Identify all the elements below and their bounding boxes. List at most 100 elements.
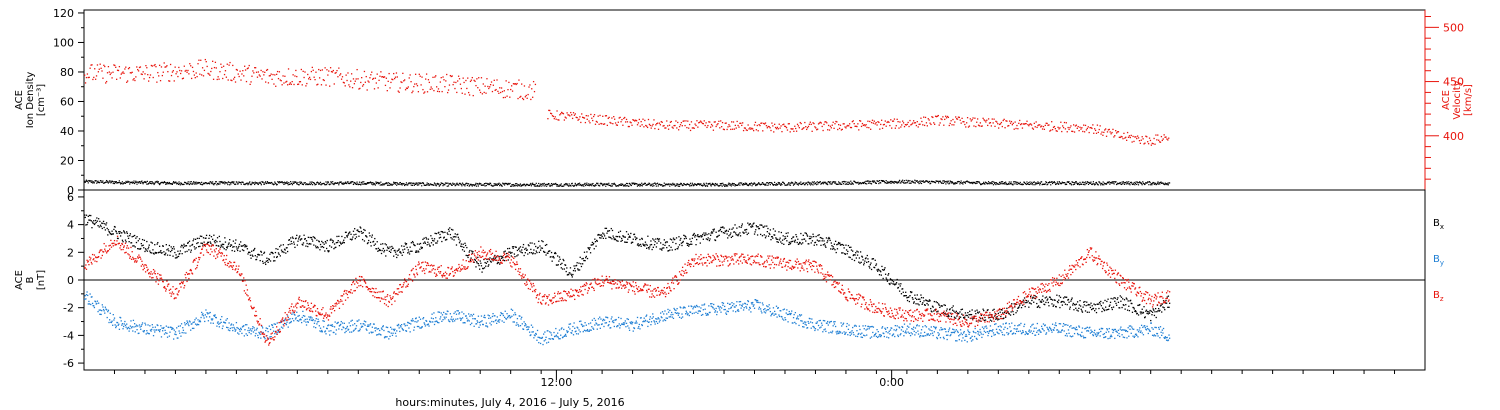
density-point: [330, 181, 332, 183]
density-point: [414, 183, 416, 185]
bx-point: [1151, 311, 1154, 313]
density-point: [200, 183, 202, 186]
density-point: [721, 185, 723, 187]
bx-point: [458, 238, 460, 240]
bx-point: [712, 228, 714, 231]
velocity-point: [978, 125, 981, 127]
density-point: [230, 181, 233, 183]
velocity-point: [425, 73, 428, 75]
velocity-point: [850, 126, 853, 129]
density-point: [193, 183, 195, 185]
density-point: [1041, 184, 1043, 186]
density-point: [393, 181, 395, 183]
velocity-point: [870, 128, 872, 130]
density-point: [116, 182, 119, 184]
density-point: [299, 181, 301, 183]
bx-point: [452, 236, 455, 238]
bx-point: [1117, 301, 1120, 303]
density-point: [453, 183, 456, 185]
density-point: [319, 181, 322, 183]
density-tick-label: 20: [60, 154, 74, 167]
bx-point: [706, 233, 708, 236]
bx-point: [87, 215, 89, 217]
density-point: [323, 182, 325, 185]
velocity-point: [184, 70, 186, 72]
velocity-point: [1074, 125, 1077, 127]
density-point: [990, 183, 992, 185]
bx-point: [1149, 309, 1151, 312]
bx-point: [646, 244, 648, 246]
bx-point: [1071, 297, 1073, 299]
density-point: [1136, 183, 1138, 186]
bx-point: [365, 235, 367, 237]
bx-point: [149, 250, 151, 252]
density-point: [1019, 181, 1021, 184]
bx-point: [887, 274, 889, 276]
density-point: [945, 181, 948, 183]
density-point: [156, 180, 158, 182]
bx-point: [691, 237, 694, 239]
velocity-point: [213, 66, 216, 69]
bx-point: [1086, 311, 1089, 313]
bx-point: [124, 239, 127, 241]
velocity-point: [603, 123, 605, 125]
bx-point: [709, 238, 711, 240]
density-point: [572, 185, 575, 187]
density-point: [767, 184, 769, 186]
bx-point: [711, 232, 714, 234]
by-point: [149, 325, 151, 327]
velocity-point: [810, 123, 812, 126]
density-point: [1017, 181, 1019, 184]
density-point: [1153, 182, 1155, 184]
density-point: [455, 183, 458, 185]
bx-point: [527, 244, 530, 246]
density-point: [812, 184, 814, 186]
density-point: [834, 182, 836, 184]
bx-point: [823, 240, 825, 242]
bx-point: [354, 237, 356, 240]
bx-point: [104, 223, 106, 225]
density-point: [707, 182, 709, 185]
bx-point: [224, 237, 226, 239]
density-point: [676, 183, 678, 185]
bx-point: [332, 241, 334, 244]
density-point: [463, 184, 465, 186]
density-point: [653, 185, 655, 187]
density-point: [583, 183, 586, 185]
density-point: [976, 180, 979, 183]
bx-point: [741, 223, 743, 225]
bx-point: [386, 249, 388, 251]
density-point: [972, 182, 974, 185]
density-point: [819, 181, 821, 183]
bx-point: [655, 238, 657, 240]
bx-point: [740, 226, 742, 229]
bx-point: [518, 247, 520, 249]
velocity-tick-label: 500: [1443, 21, 1464, 34]
velocity-point: [159, 80, 162, 82]
density-point: [925, 180, 927, 182]
velocity-point: [704, 124, 706, 127]
density-point: [329, 184, 331, 186]
bx-point: [419, 248, 421, 250]
velocity-point: [296, 75, 298, 78]
bx-point: [956, 312, 959, 314]
density-point: [636, 185, 639, 187]
density-point: [179, 183, 181, 185]
velocity-point: [843, 123, 845, 125]
density-point: [888, 181, 890, 183]
bx-point: [958, 317, 960, 320]
velocity-point: [972, 117, 974, 119]
by-point: [107, 310, 109, 313]
density-point: [840, 183, 842, 185]
velocity-point: [1133, 140, 1135, 143]
velocity-point: [415, 83, 418, 85]
density-point: [136, 183, 138, 185]
velocity-point: [849, 126, 852, 129]
velocity-point: [480, 77, 483, 79]
velocity-point: [235, 68, 238, 71]
density-point: [587, 184, 589, 186]
by-point: [91, 296, 93, 298]
bx-point: [335, 246, 337, 248]
velocity-point: [951, 124, 953, 126]
velocity-point: [368, 81, 370, 83]
